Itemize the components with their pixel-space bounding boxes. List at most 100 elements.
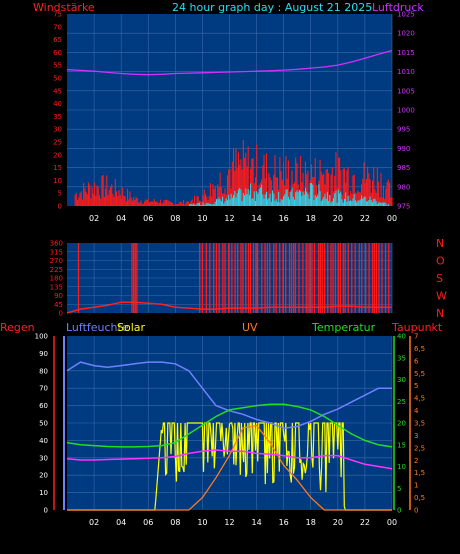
axis-tick-label: 30 bbox=[53, 126, 62, 134]
right-axis-title: Luftdruck bbox=[372, 1, 424, 14]
axis-tick-label: 315 bbox=[50, 248, 63, 256]
panel3-legend: Regen Luftfeuchte Solar UV Temperatur Ta… bbox=[0, 321, 443, 334]
axis-tick-label: 10 bbox=[53, 177, 62, 185]
humidity-line bbox=[66, 361, 392, 429]
axis-tick-label: 65 bbox=[53, 36, 62, 44]
axis-tick-label: 25 bbox=[397, 398, 406, 406]
axis-tick-label: 15 bbox=[53, 164, 62, 172]
axis-tick-label: 25 bbox=[53, 139, 62, 147]
axis-tick-label: 60 bbox=[39, 402, 48, 410]
legend-uv: UV bbox=[242, 321, 258, 334]
axis-tick-label: 70 bbox=[53, 23, 62, 31]
axis-tick-label: 0 bbox=[414, 507, 418, 515]
axis-tick-label: 1020 bbox=[397, 30, 415, 38]
x-tick-label: 10 bbox=[197, 214, 207, 223]
axis-tick-label: 1010 bbox=[397, 68, 415, 76]
axis-tick-label: 0,5 bbox=[414, 494, 425, 502]
temperature-axis-ticks: 0 5 10 15 20 25 30 35 40 bbox=[397, 333, 406, 515]
axis-tick-label: 5 bbox=[397, 485, 401, 493]
axis-tick-label: 20 bbox=[39, 472, 48, 480]
x-tick-label: 08 bbox=[170, 214, 180, 223]
x-tick-label: 16 bbox=[279, 518, 289, 527]
axis-tick-label: 1015 bbox=[397, 49, 415, 57]
axis-tick-label: 15 bbox=[397, 441, 406, 449]
x-tick-label: 10 bbox=[197, 518, 207, 527]
axis-tick-label: 20 bbox=[397, 420, 406, 428]
x-tick-label: 14 bbox=[251, 214, 261, 223]
axis-tick-label: 5,5 bbox=[414, 370, 425, 378]
humidity-axis-ticks: 0 10 20 30 40 50 60 70 80 90 100 bbox=[35, 333, 48, 515]
axis-tick-label: 180 bbox=[50, 275, 63, 283]
axis-tick-label: 990 bbox=[397, 145, 410, 153]
uv-line bbox=[67, 424, 392, 511]
wind-direction-line bbox=[66, 301, 392, 314]
axis-tick-label: 35 bbox=[53, 113, 62, 121]
x-tick-label: 00 bbox=[387, 518, 397, 527]
axis-tick-label: 980 bbox=[397, 183, 410, 191]
temperature-line bbox=[66, 403, 393, 448]
axis-tick-label: 3 bbox=[414, 432, 418, 440]
axis-tick-label: 40 bbox=[53, 100, 62, 108]
x-tick-label: 04 bbox=[116, 214, 126, 223]
axis-tick-label: 4,5 bbox=[414, 395, 425, 403]
dewpoint-line bbox=[66, 449, 393, 470]
graph-title: 24 hour graph day : August 21 2025 bbox=[172, 1, 372, 14]
axis-tick-label: 7 bbox=[414, 333, 418, 341]
compass-label: S bbox=[436, 272, 443, 285]
axis-tick-label: 3,5 bbox=[414, 420, 425, 428]
x-tick-label: 20 bbox=[333, 518, 343, 527]
x-tick-label: 18 bbox=[306, 214, 316, 223]
axis-tick-label: 35 bbox=[397, 354, 406, 362]
axis-tick-label: 80 bbox=[39, 367, 48, 375]
axis-tick-label: 0 bbox=[397, 507, 401, 515]
axis-tick-label: 1 bbox=[414, 482, 418, 490]
pressure-line bbox=[66, 49, 393, 76]
axis-tick-label: 40 bbox=[39, 437, 48, 445]
axis-tick-label: 4 bbox=[414, 407, 419, 415]
axis-tick-label: 10 bbox=[39, 489, 48, 497]
legend-taupunkt: Taupunkt bbox=[391, 321, 443, 334]
axis-tick-label: 100 bbox=[35, 333, 48, 341]
axis-tick-label: 70 bbox=[39, 385, 48, 393]
legend-regen: Regen bbox=[0, 321, 35, 334]
x-tick-label: 22 bbox=[360, 518, 370, 527]
axis-tick-label: 995 bbox=[397, 126, 410, 134]
x-tick-label: 12 bbox=[224, 214, 234, 223]
gust-bars bbox=[189, 183, 389, 206]
wind-axis-ticks: 0 5 10 15 20 25 30 35 40 45 50 55 60 65 70 75 bbox=[53, 11, 62, 211]
x-tick-label: 04 bbox=[116, 518, 126, 527]
axis-tick-label: 90 bbox=[54, 292, 63, 300]
x-tick-label: 06 bbox=[143, 518, 153, 527]
axis-tick-label: 6 bbox=[414, 357, 419, 365]
axis-tick-label: 30 bbox=[39, 454, 48, 462]
compass-label: N bbox=[436, 307, 444, 320]
axis-tick-label: 5 bbox=[414, 382, 418, 390]
axis-tick-label: 6,5 bbox=[414, 345, 425, 353]
x-tick-label: 00 bbox=[387, 214, 397, 223]
axis-tick-label: 0 bbox=[59, 310, 63, 318]
x-tick-label: 12 bbox=[224, 518, 234, 527]
x-tick-label: 20 bbox=[333, 214, 343, 223]
axis-tick-label: 55 bbox=[53, 62, 62, 70]
x-axis-ticks: 02 04 06 08 10 12 14 16 18 20 22 00 bbox=[89, 518, 397, 527]
axis-tick-label: 45 bbox=[54, 301, 63, 309]
x-tick-label: 16 bbox=[279, 214, 289, 223]
axis-tick-label: 20 bbox=[53, 151, 62, 159]
axis-tick-label: 30 bbox=[397, 376, 406, 384]
uv-axis-ticks: 0 0,5 1 1,5 2 2,5 3 3,5 4 4,5 5 5,5 6 6,5 7 bbox=[414, 333, 425, 515]
axis-tick-label: 360 bbox=[50, 240, 63, 248]
legend-luftfeuchte: Luftfeuchte bbox=[66, 321, 129, 334]
axis-tick-label: 50 bbox=[53, 75, 62, 83]
axis-tick-label: 1025 bbox=[397, 11, 415, 19]
axis-tick-label: 0 bbox=[58, 203, 62, 211]
axis-tick-label: 2,5 bbox=[414, 444, 425, 452]
x-tick-label: 22 bbox=[360, 214, 370, 223]
pressure-axis-ticks: 975 980 985 990 995 1000 1005 1010 1015 1020 1025 bbox=[397, 11, 415, 211]
compass-label: N bbox=[436, 237, 444, 250]
legend-temperatur: Temperatur bbox=[311, 321, 376, 334]
